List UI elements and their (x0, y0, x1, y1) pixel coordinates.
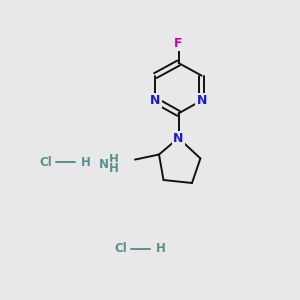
Text: N: N (196, 94, 207, 107)
Text: H: H (109, 162, 119, 176)
Text: Cl: Cl (114, 242, 127, 256)
Text: N: N (173, 131, 184, 145)
Text: F: F (174, 37, 183, 50)
Text: H: H (109, 153, 119, 167)
Text: H: H (80, 155, 90, 169)
Text: Cl: Cl (39, 155, 52, 169)
Text: H: H (155, 242, 165, 256)
Text: N: N (99, 158, 109, 171)
Text: N: N (150, 94, 161, 107)
